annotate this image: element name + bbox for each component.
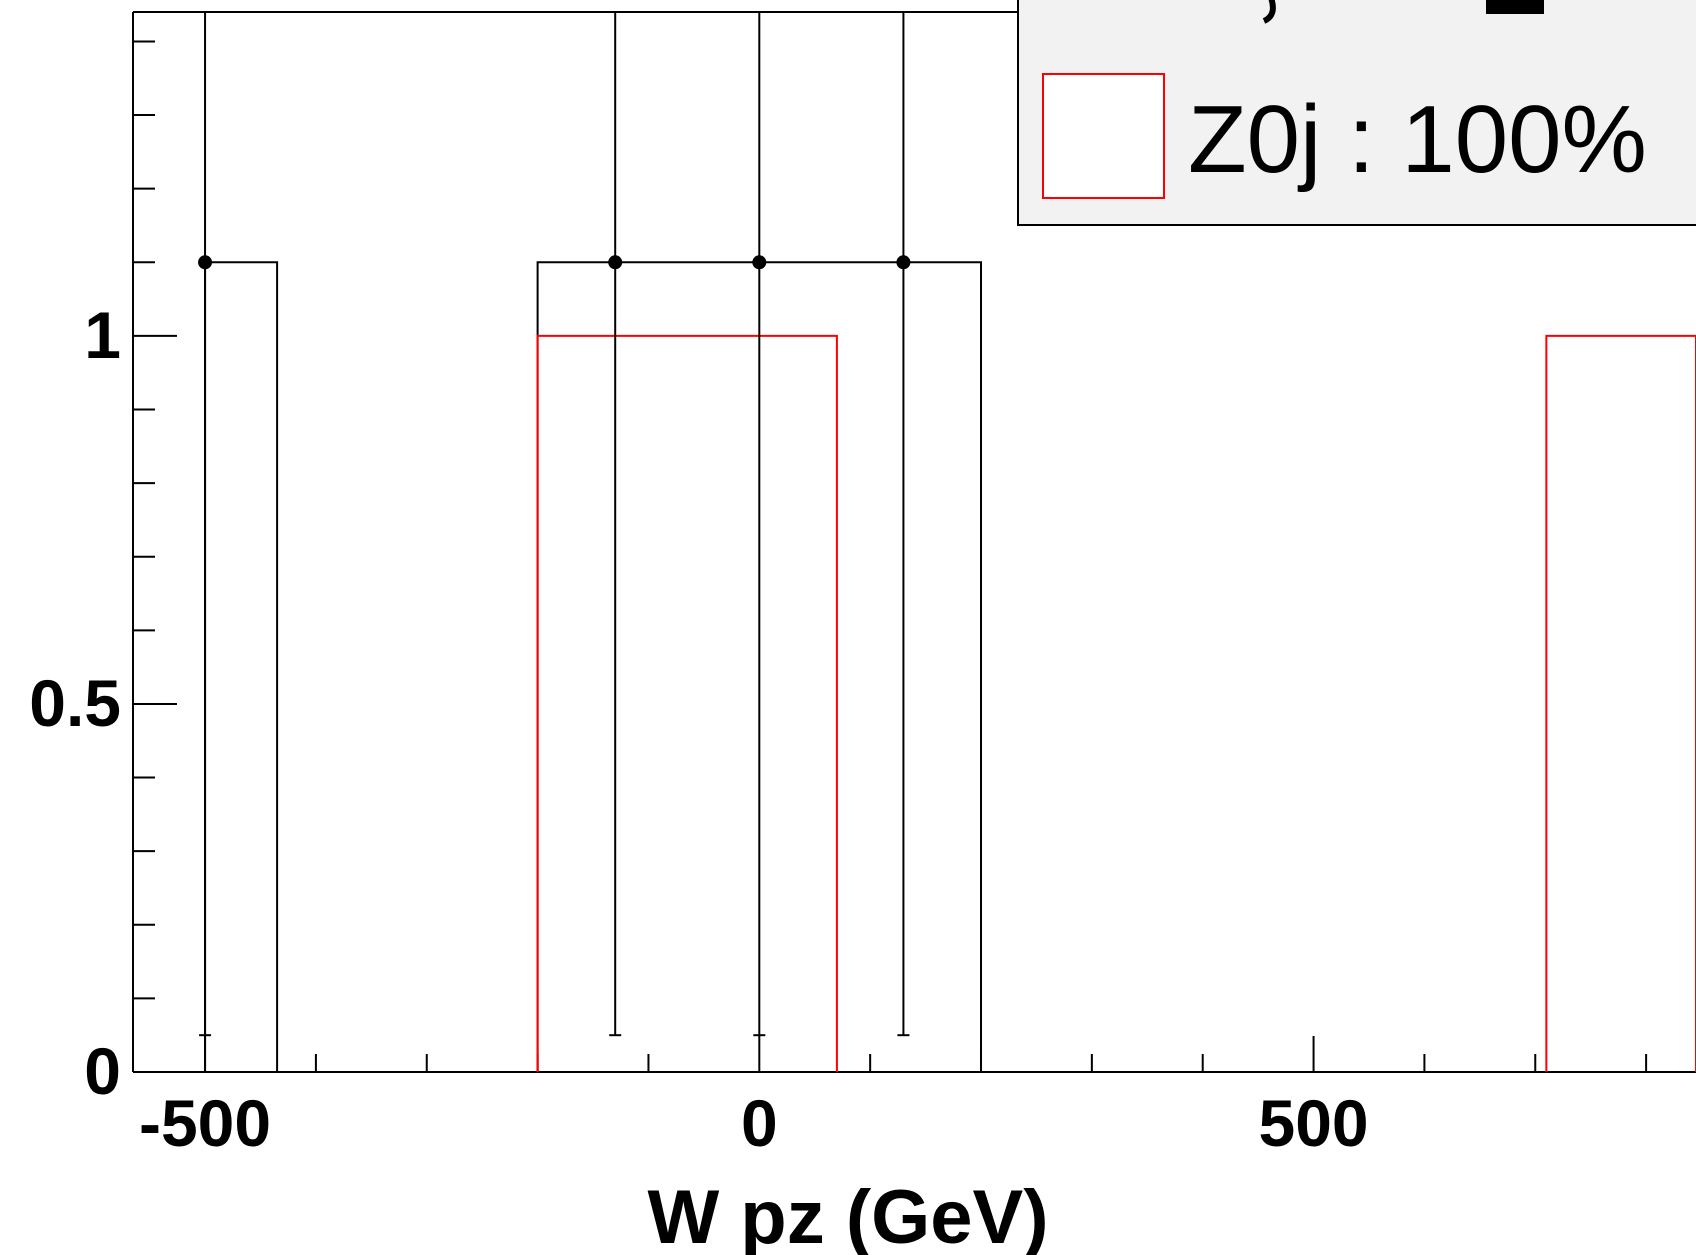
y-tick-label: 0.5	[29, 666, 121, 740]
x-tick-label: -500	[139, 1086, 271, 1160]
legend-marker-cutoff	[1486, 0, 1544, 14]
legend-swatch	[1042, 73, 1165, 199]
data-point	[896, 255, 911, 270]
data-points-layer	[198, 12, 911, 1037]
y-tick-label: 0	[84, 1034, 121, 1108]
z0j-histogram-bin	[536, 334, 838, 1072]
x-tick-label: 500	[1259, 1086, 1369, 1160]
data-point	[198, 255, 213, 270]
legend: Z0j : 100%	[1017, 0, 1696, 226]
x-axis-title: W pz (GeV)	[647, 1175, 1048, 1255]
x-tick-label: 0	[741, 1086, 778, 1160]
legend-glyph-cutoff	[1262, 0, 1276, 24]
axis-ticks	[133, 40, 1648, 1073]
y-tick-label: 1	[84, 298, 121, 372]
histogram-layer	[204, 261, 1696, 1072]
data-point	[608, 255, 623, 270]
legend-label: Z0j : 100%	[1188, 86, 1647, 193]
data-point	[752, 255, 767, 270]
axis-labels: 00.51-500 0 500	[29, 298, 1368, 1160]
total-histogram-bin	[204, 261, 279, 1072]
z0j-histogram-bin	[1545, 334, 1696, 1072]
